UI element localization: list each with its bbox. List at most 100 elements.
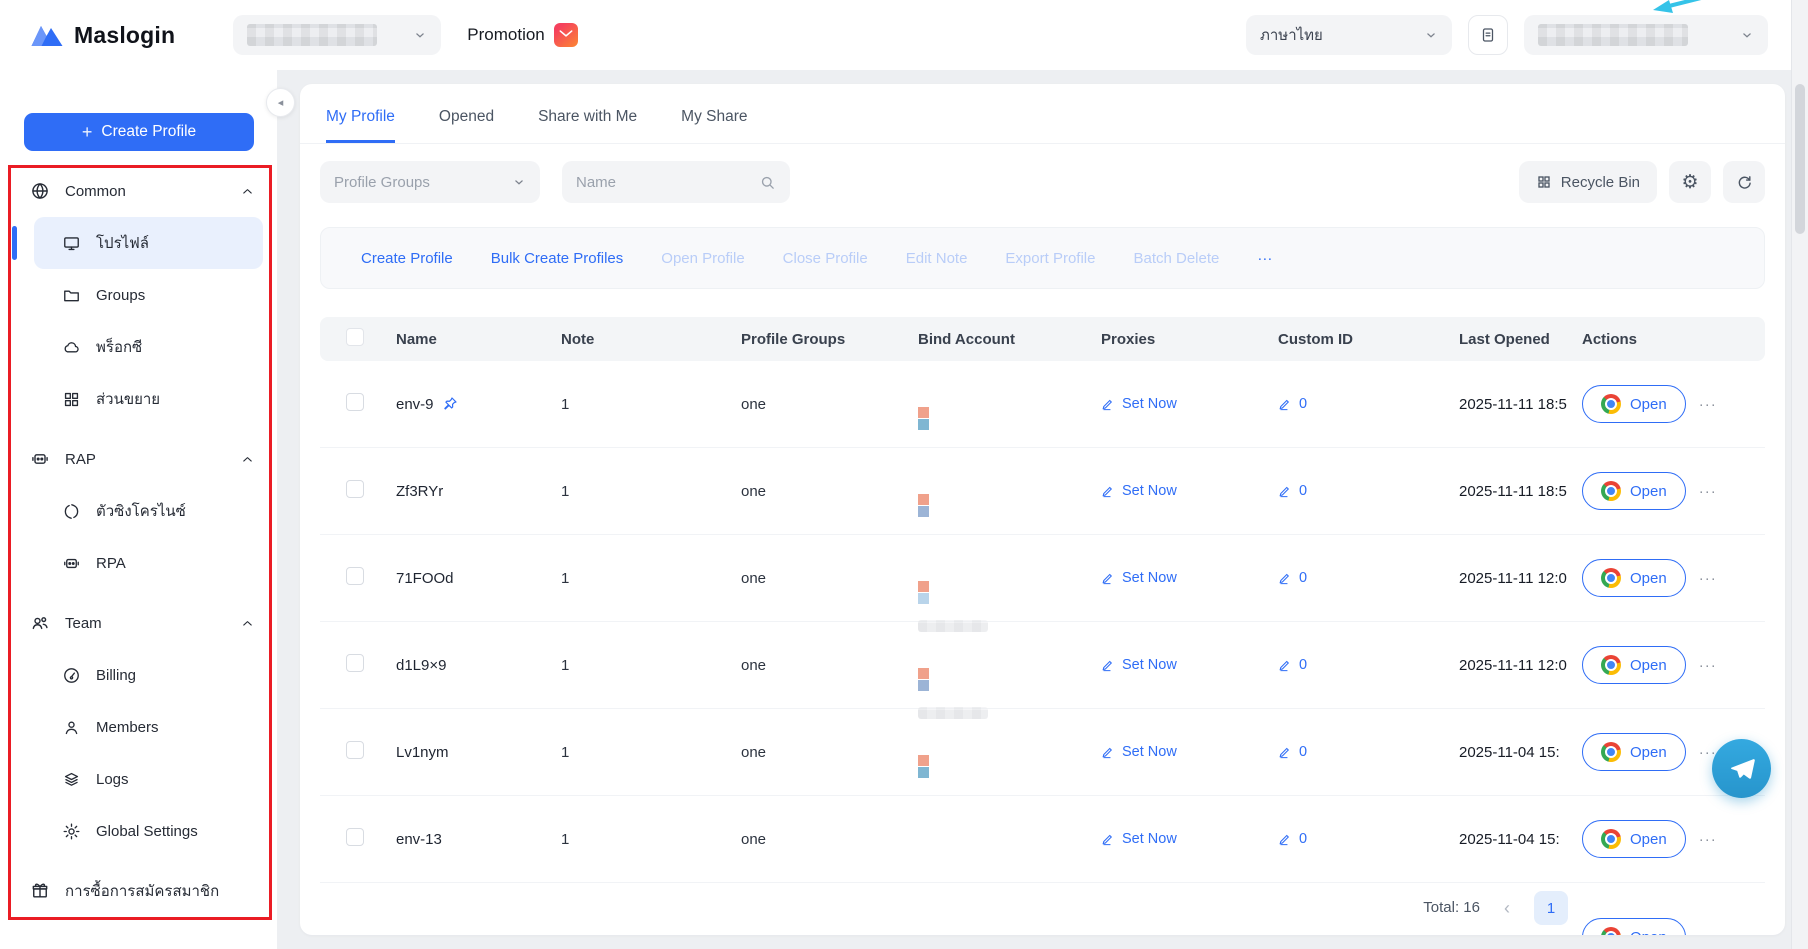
chevron-down-icon [416, 33, 425, 38]
chrome-icon [1601, 481, 1621, 501]
custom-id-link[interactable]: 0 [1278, 396, 1459, 412]
open-profile-button[interactable]: Open [1582, 559, 1686, 597]
sidebar-item-profile[interactable]: โปรไฟล์ [34, 217, 263, 269]
search-input[interactable] [576, 173, 736, 191]
row-more-button[interactable]: ··· [1698, 656, 1717, 674]
profile-groups-select[interactable]: Profile Groups [320, 161, 540, 203]
table-row: env-9 1 one Set Now 0 2025-11-11 18:5 Op… [320, 361, 1765, 448]
set-proxy-link[interactable]: Set Now [1101, 657, 1278, 673]
pencil-icon [1279, 399, 1290, 411]
sidebar-item-subscription[interactable]: การซื้อการสมัครสมาชิก [0, 865, 277, 917]
open-profile-button[interactable]: Open [1582, 646, 1686, 684]
scrollbar-thumb[interactable] [1795, 84, 1805, 234]
row-more-button[interactable]: ··· [1698, 482, 1717, 500]
sidebar-section-team[interactable]: Team [0, 597, 277, 649]
set-proxy-link[interactable]: Set Now [1101, 831, 1278, 847]
annotation-arrow [1653, 0, 1702, 13]
promotion-label: Promotion [467, 25, 545, 44]
action-bulk-create-profiles[interactable]: Bulk Create Profiles [490, 249, 624, 267]
sidebar-item-global-settings[interactable]: Global Settings [34, 805, 263, 857]
workspace-selector[interactable] [233, 15, 442, 55]
monitor-icon [64, 236, 79, 250]
refresh-button[interactable] [1723, 161, 1765, 203]
sidebar-item-logs[interactable]: Logs [34, 753, 263, 805]
last-opened: 2025-11-04 15: [1459, 830, 1560, 848]
custom-id-link[interactable]: 0 [1278, 483, 1459, 499]
settings-button[interactable]: ⚙ [1669, 161, 1711, 203]
row-more-button[interactable]: ··· [1698, 830, 1717, 848]
row-checkbox[interactable] [346, 567, 364, 585]
tab-share-with-me[interactable]: Share with Me [538, 108, 638, 125]
telegram-button[interactable] [1712, 739, 1771, 798]
custom-id-link[interactable]: 0 [1278, 744, 1459, 760]
group-value: one [741, 743, 767, 761]
chrome-icon [1601, 655, 1621, 675]
profile-tabs: My Profile Opened Share with Me My Share [300, 84, 1785, 144]
chrome-icon [1601, 394, 1621, 414]
tab-opened[interactable]: Opened [438, 108, 495, 125]
chrome-icon [1601, 568, 1621, 588]
row-checkbox[interactable] [346, 480, 364, 498]
table-row-partial: Open [1582, 918, 1686, 935]
set-proxy-link[interactable]: Set Now [1101, 396, 1278, 412]
profile-name: 71FOOd [396, 569, 454, 587]
open-profile-button[interactable]: Open [1582, 918, 1686, 935]
set-proxy-link[interactable]: Set Now [1101, 570, 1278, 586]
docs-button[interactable] [1468, 15, 1508, 55]
row-checkbox[interactable] [346, 654, 364, 672]
row-checkbox[interactable] [346, 393, 364, 411]
recycle-bin-button[interactable]: Recycle Bin [1518, 161, 1657, 203]
group-value: one [741, 569, 767, 587]
action-open-profile: Open Profile [661, 249, 745, 267]
sidebar-section-rap[interactable]: RAP [0, 433, 277, 485]
promotion-link[interactable]: Promotion [467, 23, 578, 47]
select-all-checkbox[interactable] [346, 328, 364, 346]
prev-page-button[interactable]: ‹ [1504, 898, 1510, 918]
top-header: Maslogin Promotion ภาษาไทย [0, 0, 1808, 70]
row-checkbox[interactable] [346, 741, 364, 759]
open-profile-button[interactable]: Open [1582, 472, 1686, 510]
filter-row: Profile Groups Recycle Bin ⚙ [320, 161, 1765, 203]
action-more[interactable]: ··· [1257, 249, 1273, 267]
open-profile-button[interactable]: Open [1582, 733, 1686, 771]
row-checkbox[interactable] [346, 828, 364, 846]
custom-id-link[interactable]: 0 [1278, 657, 1459, 673]
sidebar-item-proxy[interactable]: พร็อกซี [34, 321, 263, 373]
sidebar-item-rpa[interactable]: RPA [34, 537, 263, 589]
col-bind-account: Bind Account [918, 330, 1015, 348]
open-profile-button[interactable]: Open [1582, 385, 1686, 423]
action-create-profile[interactable]: Create Profile [361, 249, 453, 267]
custom-id-link[interactable]: 0 [1278, 831, 1459, 847]
language-value: ภาษาไทย [1260, 27, 1323, 44]
custom-id-link[interactable]: 0 [1278, 570, 1459, 586]
sidebar-item-billing[interactable]: Billing [34, 649, 263, 701]
language-selector[interactable]: ภาษาไทย [1246, 15, 1452, 55]
sidebar-item-members[interactable]: Members [34, 701, 263, 753]
row-more-button[interactable]: ··· [1698, 569, 1717, 587]
sidebar-item-groups[interactable]: Groups [34, 269, 263, 321]
page-number[interactable]: 1 [1534, 891, 1568, 925]
tab-my-share[interactable]: My Share [681, 108, 748, 125]
pencil-icon [1279, 660, 1290, 672]
open-profile-button[interactable]: Open [1582, 820, 1686, 858]
scrollbar[interactable] [1791, 0, 1808, 949]
sidebar-section-common[interactable]: Common [0, 165, 277, 217]
row-more-button[interactable]: ··· [1698, 743, 1717, 761]
set-proxy-link[interactable]: Set Now [1101, 744, 1278, 760]
row-more-button[interactable]: ··· [1698, 395, 1717, 413]
search-icon[interactable] [759, 174, 776, 191]
table-header: Name Note Profile Groups Bind Account Pr… [320, 317, 1765, 361]
sidebar-collapse-button[interactable]: ◂ [266, 88, 295, 117]
sidebar-item-extension[interactable]: ส่วนขยาย [34, 373, 263, 425]
set-proxy-link[interactable]: Set Now [1101, 483, 1278, 499]
pencil-icon [1279, 486, 1290, 498]
maslogin-logo-icon [31, 26, 63, 46]
col-profile-groups: Profile Groups [741, 330, 846, 348]
last-opened: 2025-11-11 12:0 [1459, 569, 1567, 587]
create-profile-button[interactable]: + Create Profile [24, 113, 254, 151]
account-selector[interactable] [1524, 15, 1768, 55]
pin-icon[interactable] [442, 396, 458, 412]
sidebar-item-synchronizer[interactable]: ตัวซิงโครไนซ์ [34, 485, 263, 537]
tab-my-profile[interactable]: My Profile [326, 108, 395, 143]
action-edit-note: Edit Note [905, 249, 968, 267]
